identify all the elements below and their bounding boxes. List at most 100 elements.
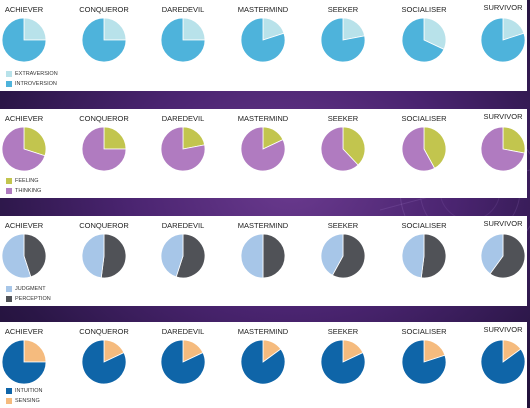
category-label-conqueror: CONQUEROR (79, 327, 129, 336)
pie-slice-achiever-perception (23, 233, 47, 278)
pie-slice-mastermind-judgment (240, 233, 264, 279)
category-label-daredevil: DAREDEVIL (161, 327, 205, 336)
pie-slice-conqueror-extraversion (103, 17, 127, 41)
legend-label: FEELING (15, 178, 39, 184)
pie-slice-achiever-sensing (23, 339, 47, 363)
category-label-mastermind: MASTERMIND (237, 5, 289, 14)
legend-swatch (6, 296, 12, 302)
pie-slice-achiever-judgment (1, 233, 32, 279)
category-label-survivor: SURVIVOR (483, 3, 523, 12)
legend-label: PERCEPTION (15, 296, 51, 302)
pie-chart-group (1, 17, 526, 63)
legend-swatch (6, 286, 12, 292)
legend-label: SENSING (15, 398, 40, 404)
pie-chart-group (1, 233, 526, 279)
category-label-survivor: SURVIVOR (483, 112, 523, 121)
pie-slice-conqueror-thinking (81, 126, 127, 172)
legend-item-perception: PERCEPTION (6, 294, 51, 304)
legend-swatch (6, 388, 12, 394)
legend-swatch (6, 81, 12, 87)
category-label-seeker: SEEKER (327, 114, 359, 123)
legend-swatch (6, 398, 12, 404)
pie-slice-conqueror-feeling (103, 126, 127, 150)
pie-slice-socialiser-introversion (401, 17, 445, 63)
legend-swatch (6, 178, 12, 184)
pie-slice-daredevil-introversion (160, 17, 206, 63)
pie-slice-seeker-judgment (320, 233, 344, 276)
pie-slice-daredevil-judgment (160, 233, 184, 278)
category-label-daredevil: DAREDEVIL (161, 221, 205, 230)
legend-label: JUDGMENT (15, 286, 46, 292)
legend-label: THINKING (15, 188, 42, 194)
pie-slice-socialiser-judgment (401, 233, 425, 279)
pie-slice-conqueror-judgment (81, 233, 105, 279)
pie-slice-socialiser-thinking (401, 126, 436, 172)
pie-slice-socialiser-perception (420, 233, 447, 279)
feeling-thinking-panel: ACHIEVER CONQUEROR DAREDEVIL MASTERMIND SEEK… (0, 109, 527, 198)
pie-chart-group (1, 339, 526, 385)
pie-slice-mastermind-introversion (240, 17, 286, 63)
legend: INTUITION SENSING (6, 386, 43, 406)
pie-slice-daredevil-thinking (160, 126, 206, 172)
category-label-socialiser: SOCIALISER (401, 327, 447, 336)
category-label-achiever: ACHIEVER (4, 221, 44, 230)
category-label-conqueror: CONQUEROR (79, 5, 129, 14)
pie-slice-achiever-introversion (1, 17, 47, 63)
pie-slice-survivor-introversion (480, 17, 526, 63)
pie-slice-mastermind-perception (262, 233, 286, 279)
pie-slice-seeker-perception (331, 233, 366, 279)
pie-slice-achiever-feeling (23, 126, 47, 157)
legend-swatch (6, 71, 12, 77)
legend-item-introversion: INTROVERSION (6, 79, 58, 89)
category-label-socialiser: SOCIALISER (401, 5, 447, 14)
legend-label: INTROVERSION (15, 81, 57, 87)
legend-item-extraversion: EXTRAVERSION (6, 69, 58, 79)
pie-slice-survivor-intuition (480, 339, 526, 385)
category-label-mastermind: MASTERMIND (237, 327, 289, 336)
category-label-socialiser: SOCIALISER (401, 221, 447, 230)
category-label-daredevil: DAREDEVIL (161, 5, 205, 14)
legend-swatch (6, 188, 12, 194)
pie-slice-socialiser-intuition (401, 339, 447, 385)
pie-slice-conqueror-perception (100, 233, 127, 279)
category-label-achiever: ACHIEVER (4, 114, 44, 123)
pie-slice-socialiser-extraversion (423, 17, 447, 50)
pie-slice-seeker-intuition (320, 339, 366, 385)
legend: FEELING THINKING (6, 176, 41, 196)
pie-slice-seeker-thinking (320, 126, 359, 172)
intuition-sensing-panel: ACHIEVER CONQUEROR DAREDEVIL MASTERMIND SEEK… (0, 322, 527, 408)
legend: EXTRAVERSION INTROVERSION (6, 69, 58, 89)
category-label-daredevil: DAREDEVIL (161, 114, 205, 123)
pie-slice-survivor-feeling (502, 126, 526, 154)
pie-slice-conqueror-intuition (81, 339, 127, 385)
legend: JUDGMENT PERCEPTION (6, 284, 51, 304)
legend-item-feeling: FEELING (6, 176, 41, 186)
legend-item-thinking: THINKING (6, 186, 41, 196)
category-label-conqueror: CONQUEROR (79, 221, 129, 230)
pie-slice-mastermind-intuition (240, 339, 286, 385)
pie-slice-survivor-perception (489, 233, 526, 279)
pie-slice-socialiser-feeling (423, 126, 447, 169)
category-label-seeker: SEEKER (327, 327, 359, 336)
category-label-conqueror: CONQUEROR (79, 114, 129, 123)
pie-slice-mastermind-thinking (240, 126, 286, 172)
legend-label: INTUITION (15, 388, 43, 394)
category-label-socialiser: SOCIALISER (401, 114, 447, 123)
extraversion-introversion-panel: ACHIEVER CONQUEROR DAREDEVIL MASTERMIND SEEK… (0, 0, 527, 91)
category-label-achiever: ACHIEVER (4, 5, 44, 14)
pie-slice-daredevil-extraversion (182, 17, 206, 41)
legend-item-sensing: SENSING (6, 396, 43, 406)
category-label-survivor: SURVIVOR (483, 325, 523, 334)
pie-slice-survivor-judgment (480, 233, 504, 275)
category-label-seeker: SEEKER (327, 221, 359, 230)
category-label-mastermind: MASTERMIND (237, 114, 289, 123)
category-label-survivor: SURVIVOR (483, 219, 523, 228)
pie-slice-daredevil-perception (175, 233, 206, 279)
pie-slice-seeker-introversion (320, 17, 366, 63)
pie-slice-conqueror-introversion (81, 17, 127, 63)
pie-slice-achiever-extraversion (23, 17, 47, 41)
category-label-mastermind: MASTERMIND (237, 221, 289, 230)
pie-slice-seeker-feeling (342, 126, 366, 166)
legend-item-intuition: INTUITION (6, 386, 43, 396)
category-label-seeker: SEEKER (327, 5, 359, 14)
